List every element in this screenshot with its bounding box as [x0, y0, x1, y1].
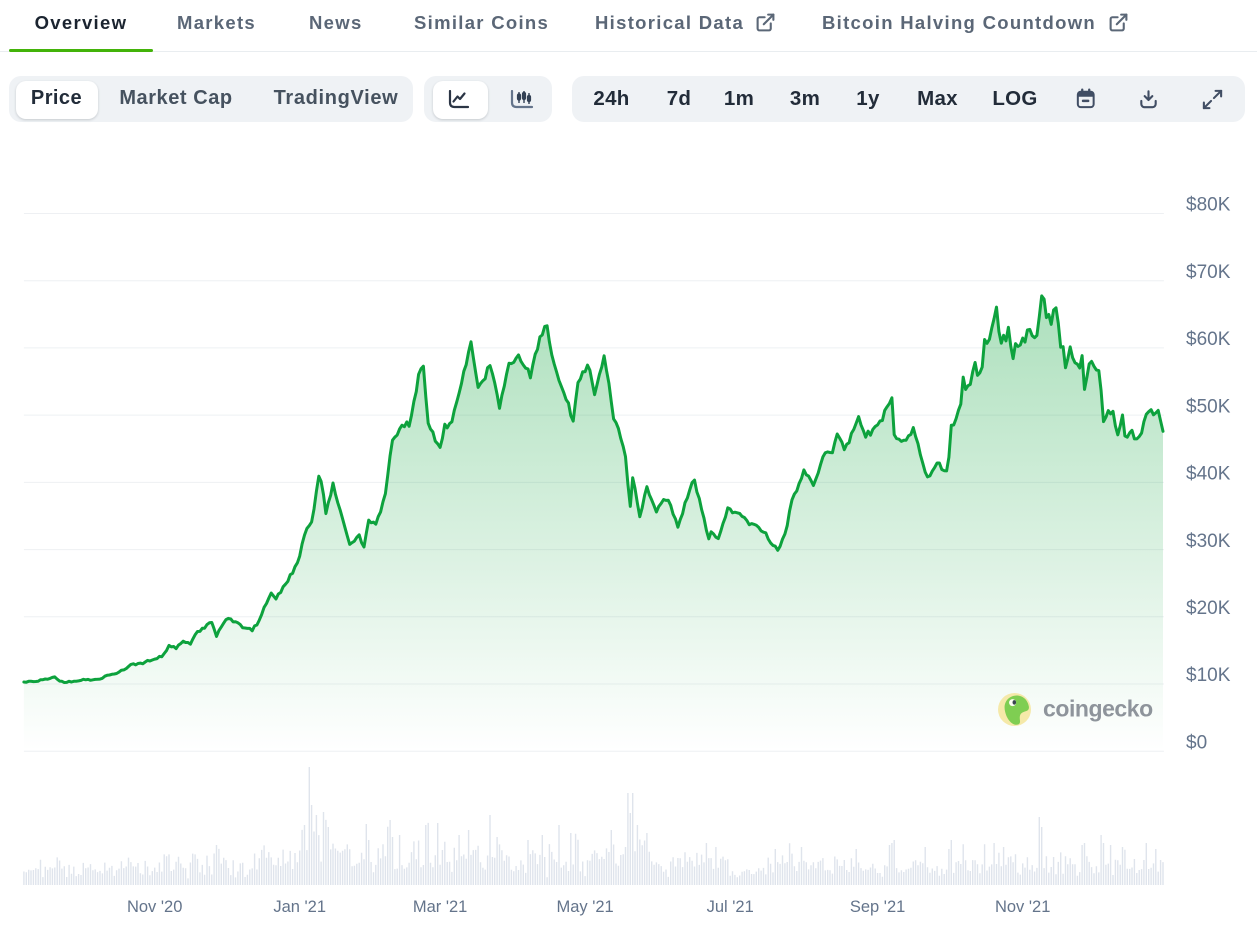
svg-text:Mar '21: Mar '21 — [413, 898, 468, 916]
svg-text:May '21: May '21 — [556, 898, 613, 916]
svg-text:Sep '21: Sep '21 — [850, 898, 905, 916]
svg-text:$0: $0 — [1186, 732, 1207, 753]
svg-text:$50K: $50K — [1186, 396, 1231, 417]
svg-text:$10K: $10K — [1186, 665, 1231, 686]
svg-text:Nov '20: Nov '20 — [127, 898, 182, 916]
svg-text:$20K: $20K — [1186, 598, 1231, 619]
svg-text:$70K: $70K — [1186, 262, 1231, 283]
svg-text:Jan '21: Jan '21 — [273, 898, 326, 916]
svg-text:Nov '21: Nov '21 — [995, 898, 1050, 916]
svg-text:$80K: $80K — [1186, 195, 1231, 216]
svg-text:$40K: $40K — [1186, 464, 1231, 485]
svg-text:Jul '21: Jul '21 — [707, 898, 754, 916]
svg-text:coingecko: coingecko — [1043, 696, 1153, 722]
svg-text:$30K: $30K — [1186, 531, 1231, 552]
svg-text:$60K: $60K — [1186, 329, 1231, 350]
